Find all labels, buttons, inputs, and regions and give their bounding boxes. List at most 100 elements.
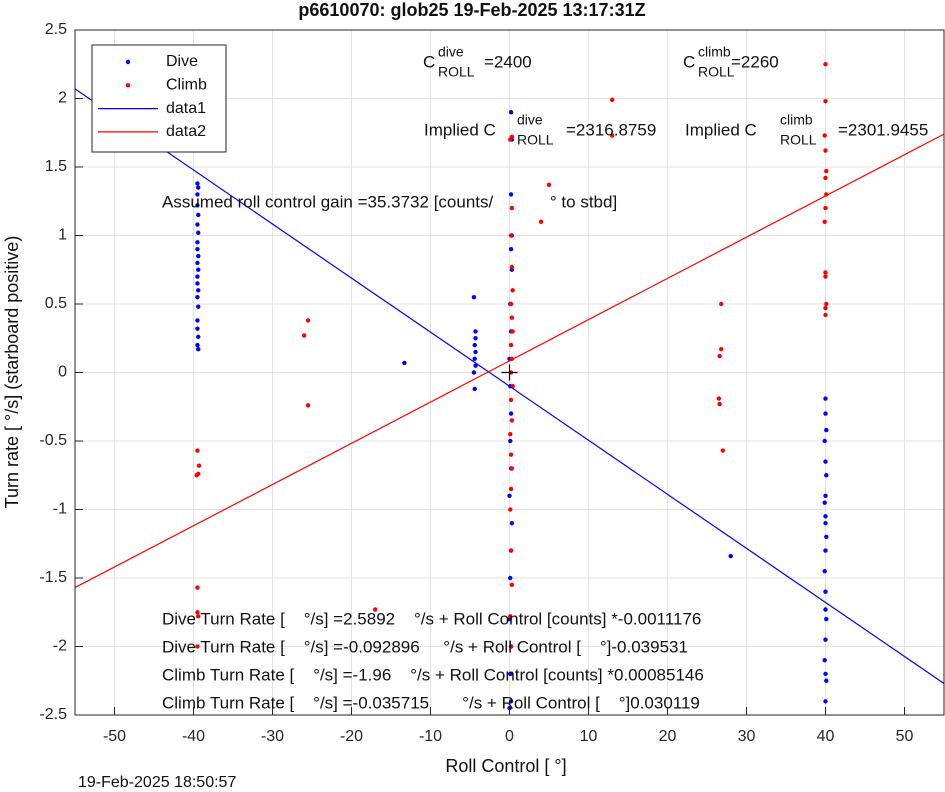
point [824, 427, 829, 433]
timestamp: 19-Feb-2025 18:50:57 [78, 774, 236, 791]
annotation: C [683, 52, 695, 71]
annotation: Implied C [685, 120, 757, 139]
point [508, 233, 514, 238]
fit-line [74, 133, 945, 589]
y-tick-label: 0.5 [45, 295, 67, 312]
point [823, 274, 828, 279]
point [472, 342, 477, 348]
legend-label: Climb [166, 77, 207, 94]
point [823, 521, 828, 526]
point [195, 448, 200, 453]
point [195, 260, 200, 266]
point [823, 270, 828, 275]
point [196, 288, 201, 293]
point [823, 459, 828, 464]
y-tick-label: -1.5 [39, 569, 67, 586]
point [720, 448, 725, 453]
point [196, 614, 201, 619]
point [716, 396, 722, 401]
point [402, 360, 407, 366]
point [823, 514, 828, 519]
point [508, 397, 514, 403]
y-tick-label: 0 [58, 364, 67, 381]
point [824, 534, 829, 540]
point [823, 548, 828, 553]
legend-swatch [125, 59, 131, 65]
point [824, 616, 829, 622]
point [823, 175, 828, 181]
point [195, 610, 200, 615]
point [473, 329, 478, 334]
y-tick-label: 1 [58, 227, 67, 244]
point [195, 274, 200, 279]
x-tick-label: 20 [659, 728, 677, 745]
point [823, 493, 828, 498]
point [823, 99, 828, 104]
point [508, 110, 514, 115]
point [822, 658, 827, 663]
point [823, 411, 828, 416]
x-tick-label: -10 [419, 728, 442, 745]
point [195, 222, 200, 227]
point [823, 589, 828, 594]
point [507, 493, 512, 498]
point [195, 585, 200, 590]
x-tick-label: -50 [103, 728, 126, 745]
point [305, 318, 311, 323]
legend-box [91, 44, 227, 153]
point [196, 334, 201, 340]
annotation-sub: ROLL [517, 132, 554, 148]
point [195, 342, 200, 348]
point [509, 315, 515, 320]
point [510, 329, 515, 334]
y-tick-label: -1 [53, 501, 67, 518]
x-axis-label: Roll Control [ °] [445, 756, 566, 776]
annotation-sup: dive [438, 44, 464, 60]
x-tick-label: 0 [505, 728, 514, 745]
point [717, 353, 722, 359]
point [508, 247, 514, 252]
y-tick-label: -2 [53, 638, 67, 655]
point [610, 97, 615, 103]
point [508, 342, 514, 348]
point [508, 614, 513, 619]
point [510, 288, 515, 293]
point [824, 168, 829, 174]
legend-label: Dive [166, 53, 198, 70]
point [823, 148, 828, 153]
point [196, 212, 201, 218]
point [508, 671, 513, 677]
point [822, 500, 827, 505]
annotation-sup: dive [517, 112, 543, 128]
point [717, 401, 722, 407]
annotation: =2301.9455 [838, 120, 928, 139]
point [196, 347, 201, 352]
point [823, 312, 828, 318]
annotation: Assumed roll control gain =35.3732 [coun… [162, 192, 617, 211]
annotation: Dive Turn Rate [ °/s] =2.5892 °/s + Roll… [162, 609, 701, 628]
point [508, 575, 513, 581]
annotation-sub: ROLL [698, 64, 735, 80]
annotation-sup: climb [780, 112, 813, 128]
point [196, 253, 201, 259]
point [195, 281, 200, 286]
point [610, 133, 615, 138]
annotation-sub: ROLL [780, 132, 817, 148]
point [508, 411, 514, 416]
point [471, 370, 477, 375]
x-tick-label: -20 [340, 728, 363, 745]
point [195, 318, 200, 323]
point [508, 137, 513, 142]
point [196, 463, 202, 468]
legend-label: data2 [166, 123, 206, 140]
point [195, 192, 200, 197]
point [824, 301, 829, 307]
x-tick-label: 10 [580, 728, 598, 745]
y-tick-label: 2.5 [45, 21, 67, 38]
point [509, 418, 515, 423]
point [509, 521, 515, 526]
point [508, 548, 514, 553]
annotation-sub: ROLL [438, 64, 475, 80]
point [473, 349, 478, 355]
point [719, 301, 724, 307]
